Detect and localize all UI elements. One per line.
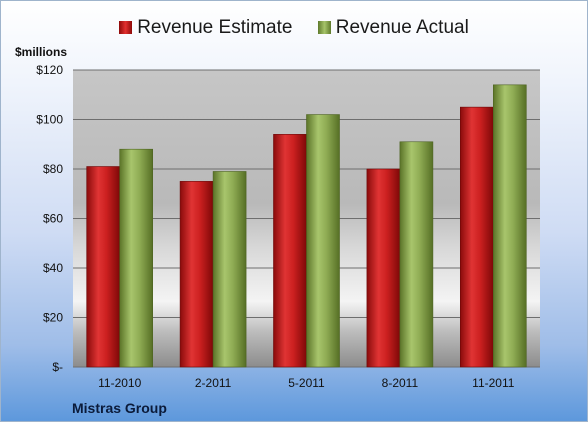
y-tick-label: $100 xyxy=(36,113,63,127)
bar-revenue-estimate xyxy=(366,168,401,368)
bar-revenue-actual xyxy=(399,141,434,368)
bar-revenue-actual xyxy=(492,84,527,368)
y-tick-label: $- xyxy=(52,360,63,374)
bar-revenue-actual xyxy=(212,171,247,368)
legend-swatch-actual xyxy=(317,21,331,34)
y-axis-unit-label: $millions xyxy=(15,45,68,59)
bar-revenue-estimate xyxy=(86,166,120,368)
y-tick-label: $120 xyxy=(36,63,63,77)
x-tick-label: 11-2011 xyxy=(472,376,515,390)
y-tick-label: $40 xyxy=(43,261,63,275)
y-tick-label: $80 xyxy=(43,162,63,176)
bar-revenue-actual xyxy=(119,148,153,368)
company-name: Mistras Group xyxy=(72,400,167,416)
legend-label-estimate: Revenue Estimate xyxy=(137,17,293,38)
x-tick-label: 8-2011 xyxy=(382,376,419,390)
chart-legend: Revenue Estimate Revenue Actual xyxy=(1,17,587,39)
legend-swatch-estimate xyxy=(119,21,133,34)
bar-revenue-estimate xyxy=(273,134,307,368)
legend-label-actual: Revenue Actual xyxy=(335,17,469,38)
legend-item-actual: Revenue Actual xyxy=(317,17,469,39)
x-tick-label: 5-2011 xyxy=(288,376,325,390)
bar-revenue-estimate xyxy=(459,106,494,368)
bar-revenue-actual xyxy=(306,114,340,368)
y-tick-label: $20 xyxy=(43,311,63,325)
legend-item-estimate: Revenue Estimate xyxy=(119,17,292,39)
x-tick-label: 2-2011 xyxy=(195,376,232,390)
bar-revenue-estimate xyxy=(179,181,214,368)
x-tick-label: 11-2010 xyxy=(98,376,141,390)
y-tick-label: $60 xyxy=(43,212,63,226)
